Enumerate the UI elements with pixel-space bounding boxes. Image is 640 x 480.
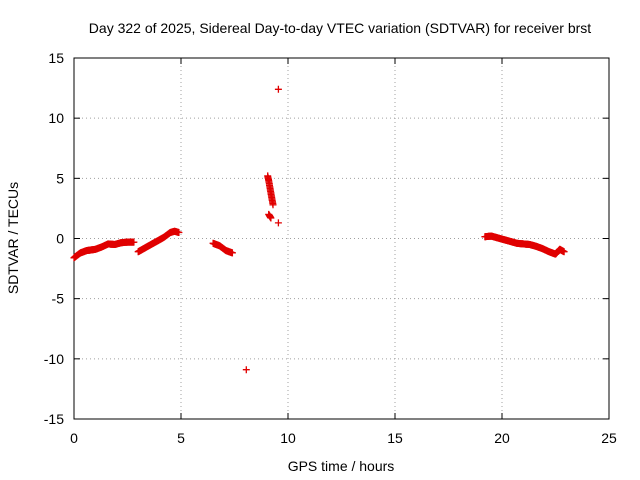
y-tick-label: 15 (48, 50, 64, 66)
data-point (228, 249, 236, 257)
data-point (274, 219, 282, 227)
y-axis-label: SDTVAR / TECUs (5, 182, 21, 294)
x-tick-label: 15 (387, 430, 403, 446)
y-tick-label: -5 (52, 291, 65, 307)
x-tick-labels: 0 5 10 15 20 25 (70, 430, 617, 446)
grid-lines (74, 58, 609, 419)
x-tick-label: 0 (70, 430, 78, 446)
data-point (267, 214, 275, 222)
x-tick-label: 10 (280, 430, 296, 446)
x-tick-label: 25 (601, 430, 617, 446)
data-point (242, 366, 250, 374)
data-point (560, 248, 568, 256)
axis-ticks (73, 57, 610, 420)
y-tick-label: 5 (56, 170, 64, 186)
y-tick-label: -15 (44, 411, 64, 427)
y-tick-label: 0 (56, 231, 64, 247)
data-point (269, 201, 277, 209)
y-tick-labels: -15 -10 -5 0 5 10 15 (44, 50, 64, 427)
y-tick-label: -10 (44, 351, 64, 367)
chart-title: Day 322 of 2025, Sidereal Day-to-day VTE… (89, 20, 591, 36)
x-tick-label: 20 (494, 430, 510, 446)
data-points (70, 85, 568, 374)
data-point (175, 229, 183, 236)
data-point (274, 85, 282, 93)
x-tick-label: 5 (177, 430, 185, 446)
data-point (130, 238, 138, 246)
x-axis-label: GPS time / hours (288, 458, 395, 474)
y-tick-label: 10 (48, 110, 64, 126)
